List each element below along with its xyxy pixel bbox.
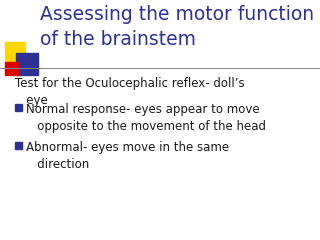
Text: Normal response- eyes appear to move
   opposite to the movement of the head: Normal response- eyes appear to move opp… bbox=[26, 103, 266, 133]
Text: Assessing the motor function: Assessing the motor function bbox=[40, 5, 314, 24]
Text: Abnormal- eyes move in the same
   direction: Abnormal- eyes move in the same directio… bbox=[26, 141, 229, 171]
Bar bbox=[5, 62, 18, 75]
Bar bbox=[16, 53, 38, 75]
Bar bbox=[5, 42, 25, 62]
Text: Test for the Oculocephalic reflex- doll’s
   eye: Test for the Oculocephalic reflex- doll’… bbox=[15, 77, 244, 107]
Bar bbox=[15, 142, 22, 149]
Bar bbox=[15, 104, 22, 111]
Text: of the brainstem: of the brainstem bbox=[40, 30, 196, 49]
